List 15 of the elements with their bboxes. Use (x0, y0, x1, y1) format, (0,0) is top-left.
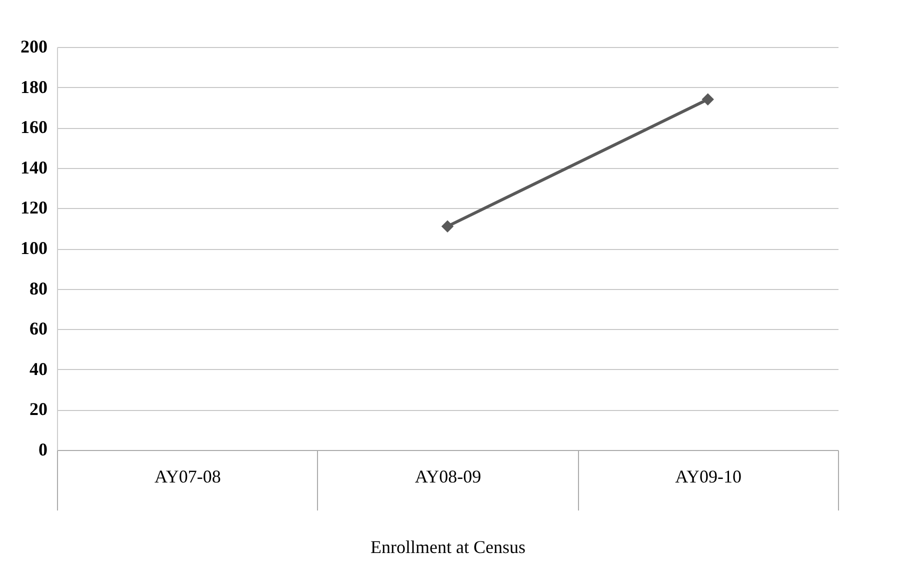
y-tick-label: 40 (30, 358, 48, 379)
y-tick-label: 200 (20, 36, 48, 56)
y-tick-label: 140 (20, 157, 48, 178)
x-tick-label: AY07-08 (154, 466, 221, 486)
y-tick-label: 100 (20, 238, 48, 258)
x-tick-label: AY08-09 (414, 466, 482, 486)
y-tick-label: 180 (20, 76, 48, 97)
y-tick-label: 120 (20, 198, 48, 218)
y-tick-label: 0 (38, 440, 48, 460)
x-tick-label: AY09-10 (675, 466, 742, 486)
y-tick-label: 60 (30, 318, 48, 339)
y-tick-label: 80 (30, 278, 48, 298)
y-tick-label: 160 (20, 117, 48, 138)
y-tick-label: 20 (30, 399, 48, 420)
x-axis-title: Enrollment at Census (370, 537, 526, 557)
